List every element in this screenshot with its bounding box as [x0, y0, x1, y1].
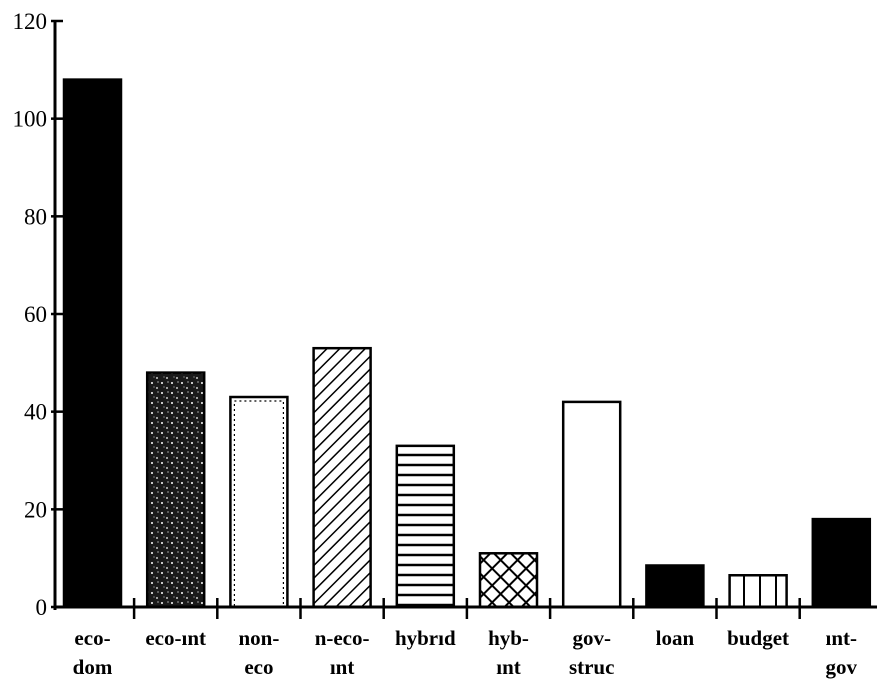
category-label-5-line2: ınt — [496, 655, 521, 679]
category-label-3: n-eco- — [315, 626, 370, 650]
category-label-8: budget — [727, 626, 789, 650]
y-tick-label-4: 80 — [24, 204, 47, 229]
category-label-9: ınt- — [826, 626, 858, 650]
y-tick-label-2: 40 — [24, 400, 47, 425]
category-label-0: eco- — [74, 626, 110, 650]
bar-7 — [645, 564, 705, 609]
category-label-9-line2: gov — [826, 655, 858, 679]
bar-3 — [312, 346, 372, 609]
labels-layer: 0 20 40 60 80 100 120 eco-dom eco-ınt non-eco n-ec… — [13, 9, 858, 679]
bar-2-inner-dots — [233, 400, 284, 608]
y-tick-label-1: 20 — [24, 497, 47, 522]
bar-6 — [561, 400, 622, 609]
bar-0 — [62, 78, 123, 609]
axes-layer — [51, 19, 877, 619]
y-tick-label-0: 0 — [36, 595, 48, 620]
bars-layer — [62, 78, 872, 609]
category-label-6-line2: struc — [569, 655, 615, 679]
category-label-7: loan — [656, 626, 695, 650]
bar-5 — [478, 552, 539, 609]
category-label-0-line2: dom — [73, 655, 113, 679]
category-label-5: hyb- — [488, 626, 529, 650]
category-label-4: hybrıd — [395, 626, 456, 650]
category-label-1: eco-ınt — [145, 626, 206, 650]
category-label-2: non- — [238, 626, 279, 650]
y-tick-label-5: 100 — [13, 107, 48, 132]
category-label-6: gov- — [572, 626, 611, 650]
category-label-3-line2: ınt — [330, 655, 355, 679]
bar-8 — [728, 574, 788, 609]
y-tick-label-3: 60 — [24, 302, 47, 327]
bar-1 — [145, 371, 206, 609]
category-label-2-line2: eco — [244, 655, 273, 679]
bar-9 — [811, 517, 872, 609]
bar-2 — [229, 395, 289, 609]
bar-4 — [395, 444, 456, 609]
y-tick-label-6: 120 — [13, 9, 48, 34]
